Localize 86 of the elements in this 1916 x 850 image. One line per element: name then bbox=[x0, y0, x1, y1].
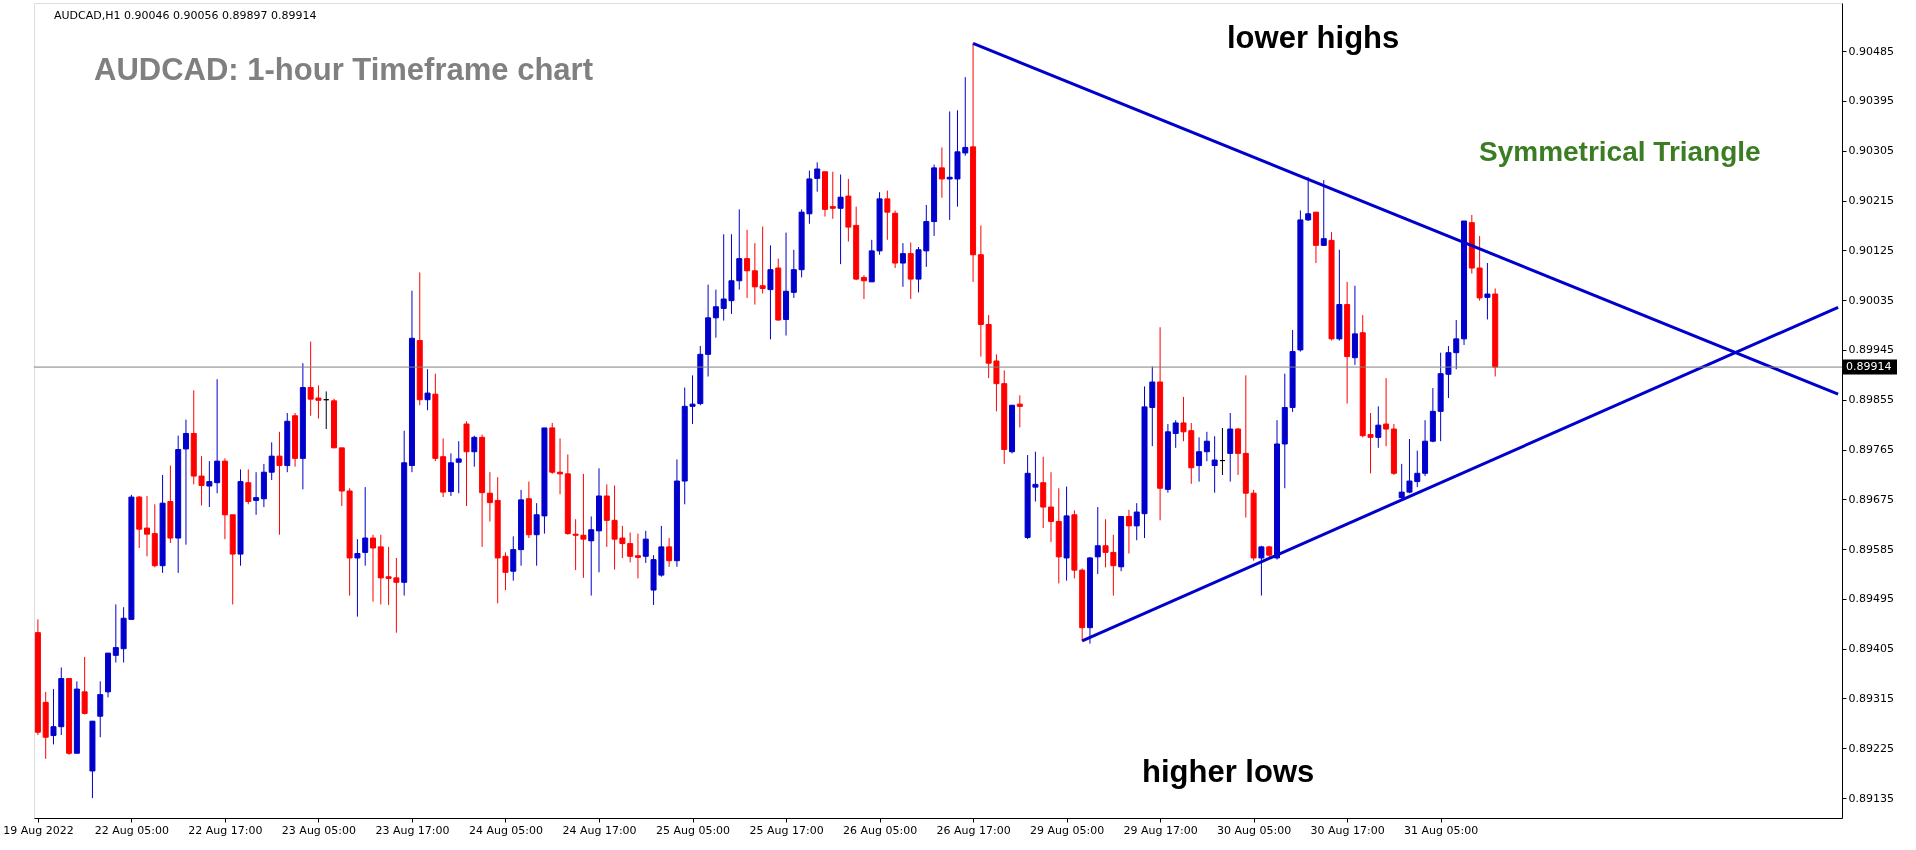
candlestick bbox=[899, 242, 906, 288]
x-tick-label: 24 Aug 17:00 bbox=[562, 823, 637, 837]
candlestick bbox=[245, 468, 252, 505]
candlestick bbox=[214, 378, 221, 494]
candlestick bbox=[1172, 419, 1179, 449]
y-tick-label: 0.90485 bbox=[1848, 44, 1894, 58]
x-tick-label: 30 Aug 17:00 bbox=[1310, 823, 1385, 837]
candlestick bbox=[751, 242, 758, 306]
candlestick bbox=[1351, 285, 1358, 366]
annotation: lower highs bbox=[1227, 20, 1400, 55]
candlestick bbox=[1375, 405, 1382, 449]
x-tick-label: 30 Aug 05:00 bbox=[1217, 823, 1292, 837]
y-tick-label: 0.90125 bbox=[1848, 243, 1894, 257]
candlestick bbox=[1203, 431, 1210, 462]
candlestick bbox=[712, 289, 719, 339]
candlestick bbox=[1196, 436, 1203, 483]
candlestick bbox=[362, 486, 369, 567]
x-tick-label: 25 Aug 17:00 bbox=[749, 823, 824, 837]
y-tick-label: 0.89765 bbox=[1848, 443, 1894, 457]
candlestick bbox=[1125, 509, 1132, 555]
candlestick bbox=[938, 146, 945, 199]
x-tick-label: 29 Aug 05:00 bbox=[1030, 823, 1105, 837]
candlestick bbox=[588, 515, 595, 597]
y-tick-label: 0.89945 bbox=[1848, 343, 1894, 357]
y-tick-label: 0.89225 bbox=[1848, 741, 1894, 755]
y-tick-label: 0.89315 bbox=[1848, 691, 1894, 705]
x-tick-label: 23 Aug 05:00 bbox=[281, 823, 357, 837]
candlestick bbox=[486, 471, 493, 522]
candlestick bbox=[1094, 506, 1101, 575]
candlestick bbox=[510, 535, 517, 582]
candlestick bbox=[144, 495, 150, 557]
y-tick-label: 0.89135 bbox=[1848, 791, 1894, 805]
candlestick bbox=[744, 229, 751, 299]
annotation: Symmetrical Triangle bbox=[1479, 136, 1761, 167]
candlestick bbox=[268, 441, 275, 481]
y-tick-label: 0.89855 bbox=[1848, 393, 1894, 407]
annotation: AUDCAD,H1 0.90046 0.90056 0.89897 0.89914 bbox=[54, 9, 317, 22]
candlestick bbox=[97, 680, 104, 738]
candlestick bbox=[1016, 394, 1023, 428]
candlestick bbox=[354, 538, 361, 618]
candlestick bbox=[1211, 435, 1218, 494]
candlestick bbox=[1258, 545, 1265, 597]
y-tick-label: 0.89495 bbox=[1848, 592, 1894, 606]
text: AUDCAD: 1-hour Timeframe chart bbox=[94, 52, 593, 87]
candlestick bbox=[642, 530, 649, 564]
candlestick bbox=[666, 537, 673, 568]
candlestick bbox=[837, 174, 844, 265]
candlestick bbox=[276, 431, 283, 536]
candlestick bbox=[81, 656, 88, 716]
y-tick-label: 0.90215 bbox=[1848, 194, 1894, 208]
x-tick-label: 22 Aug 05:00 bbox=[94, 823, 169, 837]
x-tick-label: 29 Aug 17:00 bbox=[1123, 823, 1198, 837]
x-tick-label: 22 Aug 17:00 bbox=[188, 823, 263, 837]
candlestick bbox=[884, 190, 891, 241]
candlestick bbox=[759, 226, 766, 294]
candlestick bbox=[455, 440, 462, 494]
y-tick-label: 0.89675 bbox=[1848, 492, 1894, 506]
y-tick-label: 0.89585 bbox=[1848, 542, 1894, 556]
x-tick-label: 26 Aug 17:00 bbox=[936, 823, 1011, 837]
x-tick-label: 23 Aug 17:00 bbox=[375, 823, 450, 837]
candlestick bbox=[829, 171, 836, 220]
candlestick bbox=[860, 274, 867, 300]
candlestick bbox=[634, 533, 641, 579]
x-tick-label: 31 Aug 05:00 bbox=[1404, 823, 1479, 837]
y-tick-label: 0.89405 bbox=[1848, 642, 1894, 656]
ref-line-label: 0.89914 bbox=[1846, 360, 1892, 374]
candlestick bbox=[1320, 179, 1327, 247]
candlestick bbox=[471, 435, 478, 468]
candlestick bbox=[424, 368, 431, 411]
candlestick bbox=[253, 471, 260, 516]
annotation: higher lows bbox=[1142, 754, 1315, 789]
candlestick bbox=[206, 460, 213, 508]
x-tick-label: 19 Aug 2022 bbox=[3, 823, 74, 837]
candlestick bbox=[1048, 471, 1054, 543]
candlestick bbox=[767, 244, 774, 340]
y-tick-label: 0.90305 bbox=[1848, 144, 1894, 158]
y-tick-label: 0.90395 bbox=[1848, 94, 1894, 108]
candlestick bbox=[370, 534, 376, 603]
candlestick bbox=[557, 437, 564, 495]
candlestick bbox=[1484, 262, 1491, 320]
y-tick-label: 0.90035 bbox=[1848, 293, 1894, 307]
candlestick bbox=[1383, 377, 1390, 447]
x-tick-label: 26 Aug 05:00 bbox=[842, 823, 918, 837]
x-tick-label: 25 Aug 05:00 bbox=[655, 823, 731, 837]
x-tick-label: 24 Aug 05:00 bbox=[468, 823, 544, 837]
candlestick bbox=[182, 419, 189, 546]
